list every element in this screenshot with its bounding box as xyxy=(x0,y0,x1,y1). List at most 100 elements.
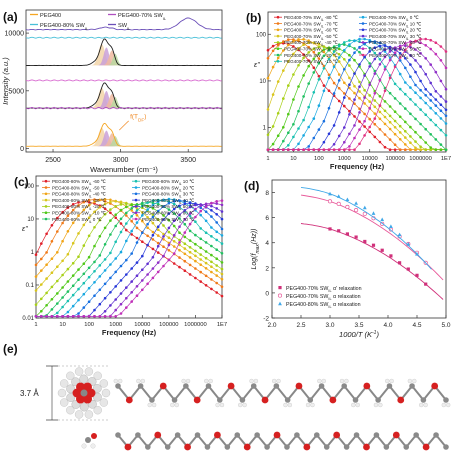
data-point xyxy=(172,233,176,237)
carbon-atom xyxy=(194,432,201,438)
data-point xyxy=(93,226,96,229)
data-point xyxy=(317,57,321,60)
carbon-atom xyxy=(115,383,121,389)
data-point xyxy=(162,214,165,217)
legend-marker xyxy=(276,53,280,57)
data-point-triangle xyxy=(328,191,332,196)
data-point xyxy=(146,208,149,211)
peg70-fit-band-1 xyxy=(92,90,120,109)
data-point xyxy=(348,148,351,151)
data-point xyxy=(424,94,428,97)
legend-marker xyxy=(361,47,365,50)
legend-marker xyxy=(134,211,138,214)
data-point xyxy=(393,126,397,129)
data-point-square xyxy=(328,227,332,231)
data-point xyxy=(327,148,331,151)
data-point xyxy=(292,123,295,126)
data-point xyxy=(125,222,128,225)
data-point xyxy=(156,218,160,221)
carbon-atom xyxy=(254,432,260,438)
data-point xyxy=(368,50,372,53)
data-point xyxy=(188,239,192,242)
data-point xyxy=(271,49,275,53)
data-point xyxy=(414,148,417,151)
panel-c: (c) 1 10 100 1000 10000 100000 1000000 1E7 0.01 0.… xyxy=(14,175,227,337)
carbon-atom xyxy=(137,383,144,389)
data-point xyxy=(220,217,224,221)
data-point xyxy=(414,117,417,121)
data-point xyxy=(71,315,75,318)
data-point xyxy=(297,64,300,67)
data-point xyxy=(146,222,149,226)
data-point xyxy=(199,237,202,241)
legend-marker xyxy=(361,53,365,57)
data-point xyxy=(194,233,197,237)
data-point xyxy=(332,81,336,85)
data-point xyxy=(210,278,213,281)
data-point xyxy=(363,134,366,137)
data-point xyxy=(332,45,336,48)
legend-marker xyxy=(44,217,48,221)
data-point xyxy=(109,263,112,266)
data-point xyxy=(210,226,213,229)
data-point xyxy=(337,44,341,48)
data-point xyxy=(146,204,149,208)
legend-label: PEG400-80% SWIL -40 ℃ xyxy=(52,192,107,199)
data-point xyxy=(162,218,165,221)
hydrogen-atom xyxy=(423,402,428,408)
panel-d: (d) 2.0 2.5 3.0 3.5 4.0 4.5 5.0 -2 0 2 4 6 8 1000/T (K… xyxy=(244,179,451,339)
peg70-fit-band-2 xyxy=(98,94,126,109)
data-point xyxy=(71,203,75,206)
data-point xyxy=(444,148,448,151)
hydrogen-atom xyxy=(147,402,152,408)
data-point xyxy=(103,202,107,206)
data-point xyxy=(424,141,428,144)
hydrogen-atom xyxy=(59,379,69,388)
data-point xyxy=(312,50,316,54)
data-point xyxy=(337,56,341,59)
data-point xyxy=(327,106,331,110)
data-point xyxy=(199,227,202,230)
data-point xyxy=(162,224,165,227)
legend-marker xyxy=(134,217,138,221)
data-point xyxy=(98,315,102,318)
data-point xyxy=(204,261,208,265)
data-point xyxy=(87,255,91,259)
legend-marker xyxy=(278,286,282,290)
data-point xyxy=(183,218,187,221)
data-point xyxy=(409,75,412,78)
data-point xyxy=(61,315,64,318)
peg400-fit-band-0 xyxy=(88,127,116,147)
carbon-atom xyxy=(205,383,212,389)
legend-label: PEG400-80% SWIL α relaxation xyxy=(286,302,361,309)
data-point xyxy=(183,208,187,212)
legend-marker xyxy=(44,205,48,208)
data-point xyxy=(383,109,387,113)
data-point-square xyxy=(337,229,341,233)
data-point xyxy=(114,315,117,318)
data-point xyxy=(172,240,176,243)
data-point xyxy=(130,219,133,223)
data-point xyxy=(199,253,202,256)
data-point xyxy=(71,241,75,245)
data-point xyxy=(434,123,438,127)
data-point xyxy=(287,148,290,151)
data-point xyxy=(45,232,48,236)
data-point xyxy=(87,234,91,238)
data-point xyxy=(337,53,341,56)
data-point-square xyxy=(345,232,349,236)
data-point xyxy=(312,47,316,50)
data-point xyxy=(373,51,377,55)
data-point xyxy=(383,48,387,51)
data-point xyxy=(312,66,316,69)
data-point xyxy=(292,52,295,56)
data-point xyxy=(135,236,139,240)
oxygen-atom xyxy=(76,382,85,392)
x-tick-label: 2500 xyxy=(45,157,61,164)
data-point xyxy=(77,232,80,235)
data-point xyxy=(424,148,428,151)
data-point xyxy=(343,41,346,44)
data-point xyxy=(141,206,144,209)
legend-label: PEG400-80% SWIL -60 ℃ xyxy=(52,179,107,186)
